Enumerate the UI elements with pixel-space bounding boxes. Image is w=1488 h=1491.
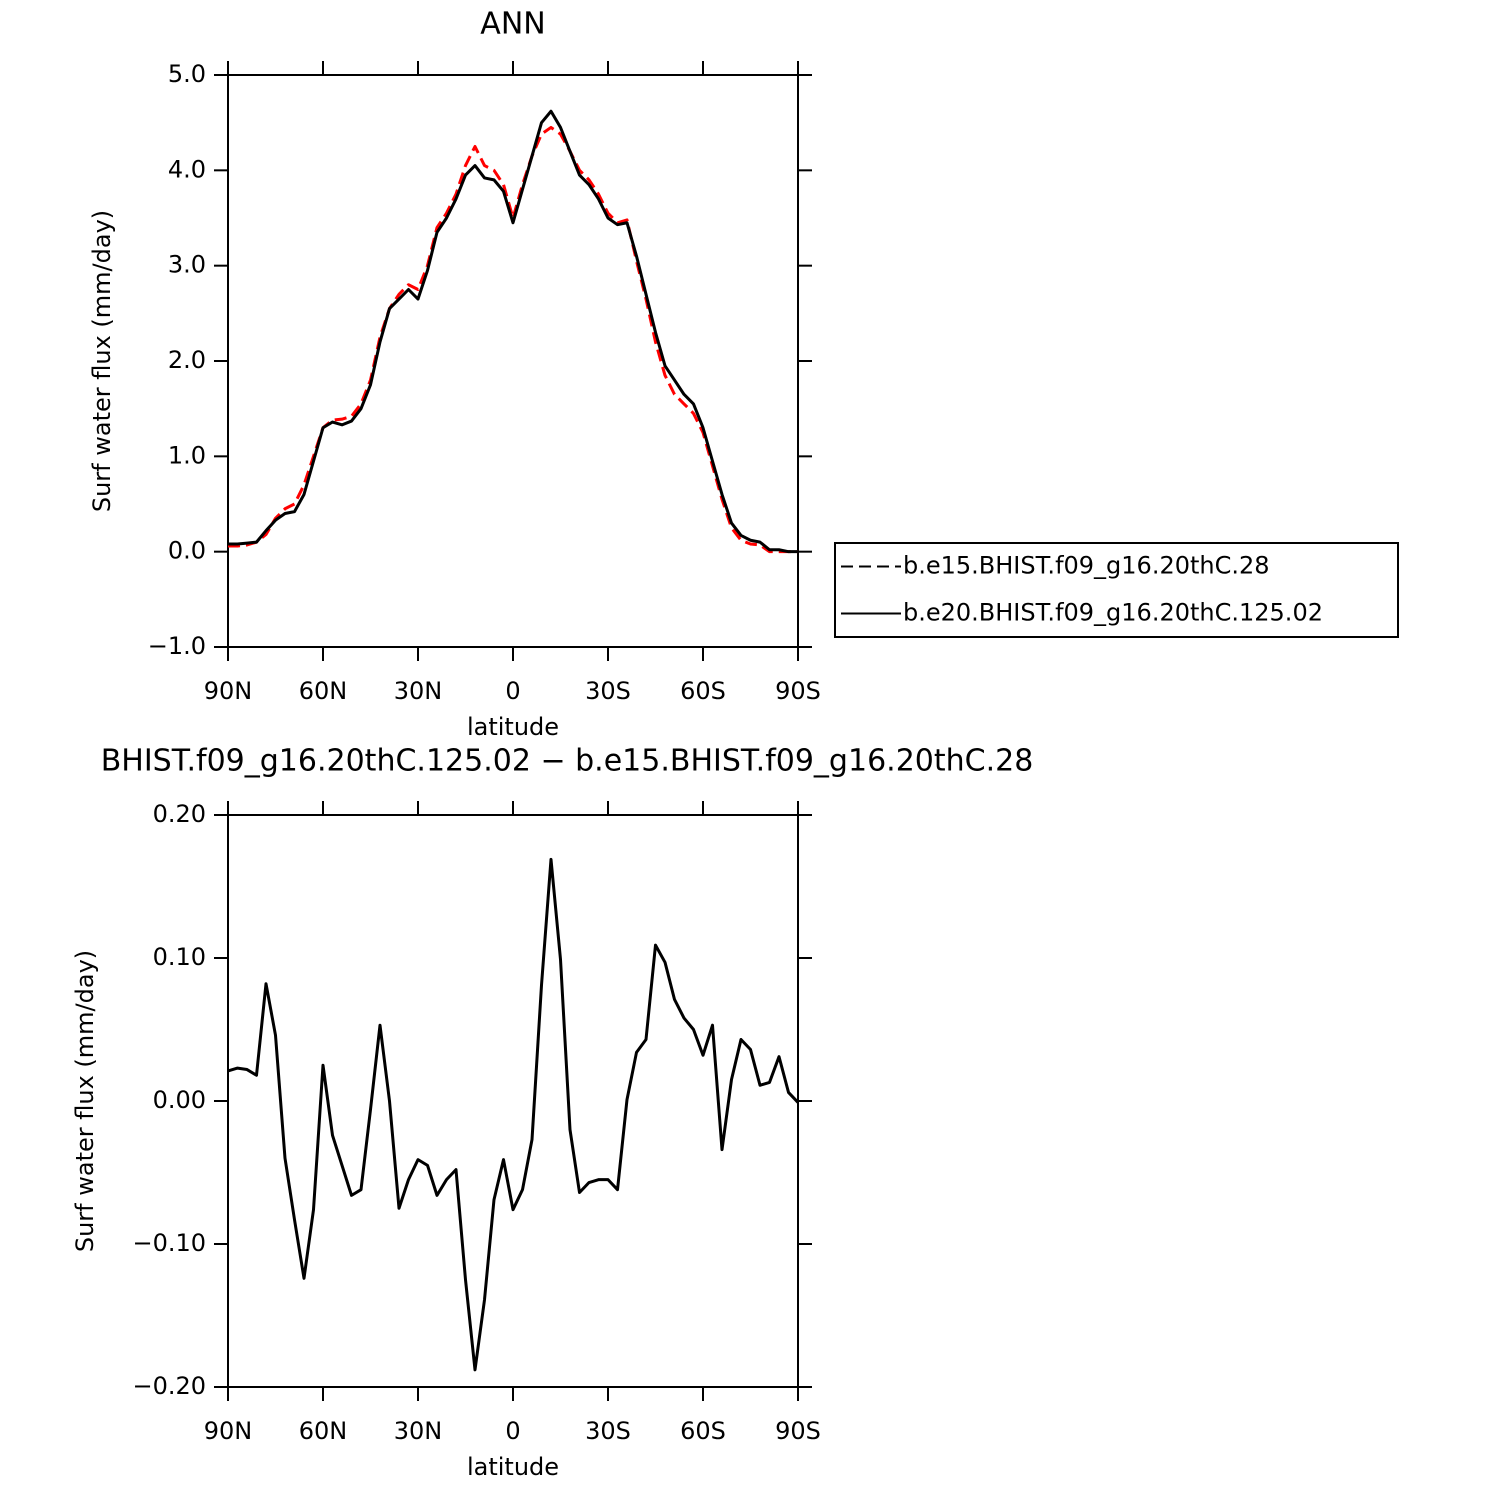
legend-label: b.e15.BHIST.f09_g16.20thC.28 bbox=[903, 552, 1270, 580]
x-tick-label: 60S bbox=[680, 677, 726, 705]
y-tick-label: 0.00 bbox=[153, 1086, 206, 1114]
y-tick-label: 0.20 bbox=[153, 800, 206, 828]
y-tick-label: 0.0 bbox=[168, 537, 206, 565]
y-tick-label: 2.0 bbox=[168, 346, 206, 374]
y-tick-label: 3.0 bbox=[168, 251, 206, 279]
data-line bbox=[227, 857, 800, 1372]
x-axis-label: latitude bbox=[467, 1453, 559, 1481]
y-tick-label: −1.0 bbox=[148, 632, 206, 660]
y-axis-label: Surf water flux (mm/day) bbox=[71, 950, 99, 1252]
x-axis-label: latitude bbox=[467, 713, 559, 741]
x-tick-label: 60N bbox=[299, 677, 348, 705]
legend: b.e15.BHIST.f09_g16.20thC.28 b.e20.BHIST.… bbox=[834, 542, 1399, 638]
y-tick-label: 4.0 bbox=[168, 155, 206, 183]
x-tick-label: 60S bbox=[680, 1417, 726, 1445]
x-tick-label: 0 bbox=[505, 677, 520, 705]
legend-label: b.e20.BHIST.f09_g16.20thC.125.02 bbox=[903, 599, 1323, 627]
x-tick-label: 90S bbox=[775, 677, 821, 705]
x-tick-label: 30S bbox=[585, 1417, 631, 1445]
y-tick-label: 1.0 bbox=[168, 441, 206, 469]
x-tick-label: 90S bbox=[775, 1417, 821, 1445]
chart-title: BHIST.f09_g16.20thC.125.02 − b.e15.BHIST… bbox=[101, 744, 1034, 779]
y-tick-label: −0.10 bbox=[132, 1229, 206, 1257]
x-tick-label: 60N bbox=[299, 1417, 348, 1445]
y-tick-label: 0.10 bbox=[153, 943, 206, 971]
y-tick-label: 5.0 bbox=[168, 60, 206, 88]
x-tick-label: 30S bbox=[585, 677, 631, 705]
plot-frame bbox=[227, 74, 799, 648]
x-tick-label: 90N bbox=[204, 1417, 253, 1445]
x-tick-label: 30N bbox=[394, 677, 443, 705]
plot-frame bbox=[227, 814, 799, 1388]
y-axis-label: Surf water flux (mm/day) bbox=[88, 210, 116, 512]
chart-title: ANN bbox=[480, 7, 545, 42]
data-line bbox=[228, 125, 798, 554]
legend-box bbox=[834, 542, 1399, 638]
x-tick-label: 0 bbox=[505, 1417, 520, 1445]
x-tick-label: 90N bbox=[204, 677, 253, 705]
data-line bbox=[228, 109, 798, 554]
x-tick-label: 30N bbox=[394, 1417, 443, 1445]
y-tick-label: −0.20 bbox=[132, 1372, 206, 1400]
